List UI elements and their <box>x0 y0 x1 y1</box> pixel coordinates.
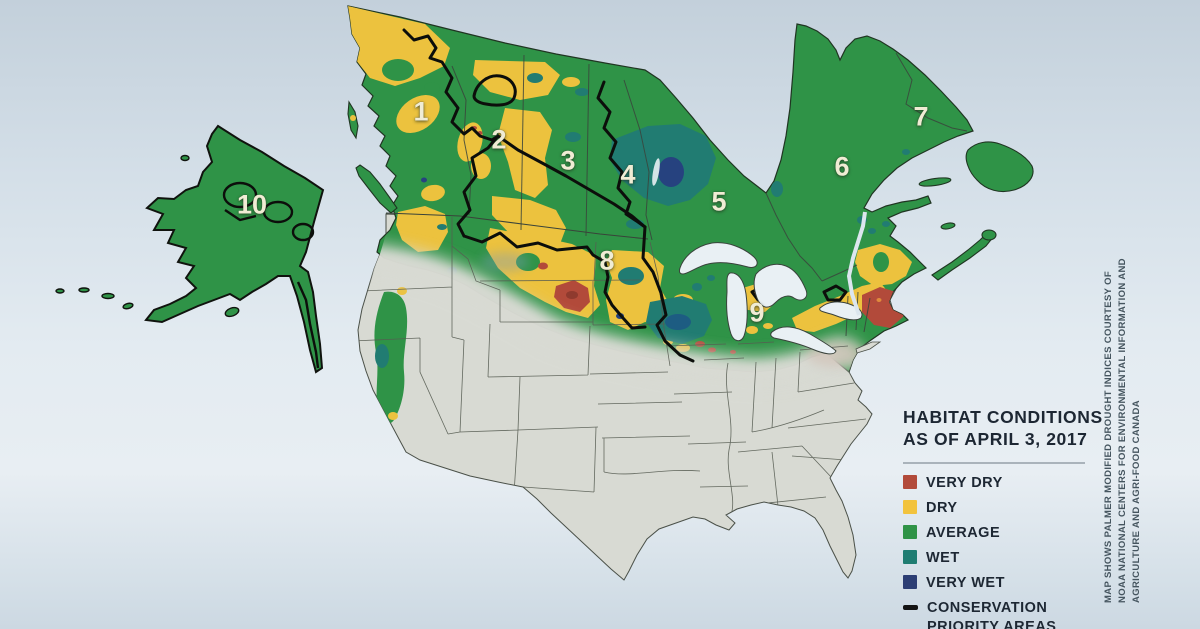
legend-title-line2: AS OF APRIL 3, 2017 <box>903 429 1088 450</box>
region-label-7: 7 <box>913 101 929 132</box>
coverage-fade <box>364 243 866 388</box>
region-label-5: 5 <box>711 186 727 217</box>
legend-items: VERY DRY DRY AVERAGE WET VERY WET CONSERVATIO… <box>903 474 1109 629</box>
legend-item: CONSERVATION PRIORITY AREAS <box>903 599 1109 629</box>
color-swatch-icon <box>903 499 917 514</box>
credit-line-2: NOAA NATIONAL CENTERS FOR ENVIRONMENTAL … <box>1116 258 1128 603</box>
legend-item-label: WET <box>926 550 960 567</box>
map-credit: MAP SHOWS PALMER MODIFIED DROUGHT INDICE… <box>1102 243 1142 603</box>
atlantic-islands <box>918 141 1034 281</box>
credit-line-3: AGRICULTURE AND AGRI-FOOD CANADA <box>1130 400 1142 603</box>
color-swatch-icon <box>903 525 917 540</box>
legend-item: DRY <box>903 499 1109 517</box>
legend-item-label: VERY DRY <box>926 474 1003 491</box>
legend-item: WET <box>903 549 1109 567</box>
region-label-3: 3 <box>560 145 576 176</box>
st-lawrence-river <box>846 211 867 316</box>
legend-item-label: VERY WET <box>926 575 1005 592</box>
us-canada-border <box>385 212 649 240</box>
region-label-4: 4 <box>620 159 636 190</box>
region-label-10: 10 <box>236 189 268 220</box>
legend-item: VERY WET <box>903 574 1109 592</box>
legend-item-label: CONSERVATION PRIORITY AREAS <box>927 600 1057 629</box>
region-label-2: 2 <box>491 124 507 155</box>
alaska <box>55 124 325 374</box>
lake-winnipeg <box>652 158 660 186</box>
conservation-priority-outlines <box>402 28 848 363</box>
pacific-islands <box>347 100 398 214</box>
legend-divider <box>903 461 1085 464</box>
us-state-borders <box>358 217 867 516</box>
region-label-8: 8 <box>599 245 615 276</box>
dash-swatch-icon <box>903 605 918 611</box>
legend: HABITAT CONDITIONS AS OF APRIL 3, 2017 V… <box>903 406 1109 629</box>
color-swatch-icon <box>903 550 917 565</box>
legend-title: HABITAT CONDITIONS AS OF APRIL 3, 2017 <box>903 406 1109 451</box>
legend-item-label: DRY <box>926 499 958 516</box>
legend-item: VERY DRY <box>903 474 1109 492</box>
province-borders <box>451 52 968 337</box>
color-swatch-icon <box>903 474 917 489</box>
long-island <box>855 341 882 354</box>
legend-item: AVERAGE <box>903 524 1109 542</box>
credit-line-1: MAP SHOWS PALMER MODIFIED DROUGHT INDICE… <box>1103 270 1114 603</box>
region-label-9: 9 <box>749 297 765 328</box>
color-swatch-icon <box>903 575 917 590</box>
great-lakes <box>678 242 863 355</box>
legend-title-line1: HABITAT CONDITIONS <box>903 407 1103 427</box>
legend-item-label: AVERAGE <box>926 525 1001 542</box>
region-label-6: 6 <box>834 151 850 182</box>
region-label-1: 1 <box>413 96 429 127</box>
